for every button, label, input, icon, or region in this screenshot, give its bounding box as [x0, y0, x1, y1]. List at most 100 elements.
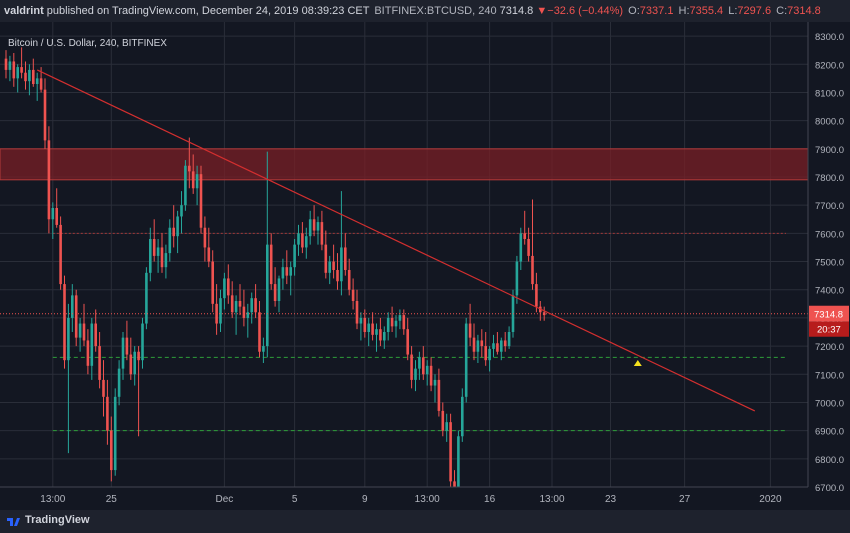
y-tick-label: 7500.0 [815, 258, 844, 269]
candle-body [289, 267, 292, 276]
y-tick-label: 8300.0 [815, 32, 844, 43]
candle-body [297, 233, 300, 245]
close-value: 7314.8 [787, 5, 821, 17]
candle-body [273, 284, 277, 301]
candle-body [20, 67, 23, 73]
candle-body [230, 295, 234, 313]
candle-body [180, 205, 183, 217]
candle-body [94, 323, 97, 347]
candle-body [176, 216, 179, 237]
candle-body [398, 315, 402, 321]
candle-body [55, 208, 58, 225]
candle-body [480, 340, 484, 347]
high-value: 7355.4 [689, 5, 724, 17]
candle-body [433, 379, 437, 386]
candle-body [461, 396, 464, 437]
candle-body [121, 337, 125, 369]
marker-triangle [633, 360, 642, 366]
candle-body [281, 267, 285, 279]
last-value: 7314.8 [499, 5, 534, 17]
x-tick-label: 25 [106, 494, 118, 505]
plot-area: Bitcoin / U.S. Dollar, 240, BITFINEX [0, 38, 808, 487]
candle-body [445, 422, 448, 431]
candle-body [172, 227, 175, 237]
candle-body [246, 312, 250, 318]
candle-body [149, 239, 152, 273]
candle-body [258, 312, 261, 352]
candle-body [379, 329, 382, 341]
candle-body [67, 317, 70, 361]
chart-header: valdrint published on TradingView.com, D… [0, 0, 850, 22]
candle-body [223, 278, 226, 299]
y-tick-label: 6800.0 [815, 455, 844, 466]
y-tick-label: 8000.0 [815, 117, 844, 128]
candle-body [402, 315, 406, 330]
resistance-zone [0, 148, 808, 181]
candle-body [262, 346, 265, 352]
candle-body [277, 278, 281, 301]
candle-body [500, 340, 503, 352]
open-value: 7337.1 [639, 5, 674, 17]
candle-body [347, 270, 351, 290]
candle-body [496, 343, 499, 352]
candle-body [425, 365, 429, 375]
price-chart[interactable]: Bitcoin / U.S. Dollar, 240, BITFINEX 6700… [0, 22, 850, 510]
candle-body [199, 174, 203, 228]
candle-body [133, 351, 136, 375]
candle-body [324, 244, 328, 273]
candle-body [363, 317, 367, 332]
candle-body [59, 224, 62, 285]
author-name[interactable]: valdrint [4, 5, 44, 17]
candle-body [390, 317, 394, 327]
candle-body [16, 67, 19, 79]
candle-body [266, 244, 269, 347]
candle-body [195, 174, 199, 189]
tradingview-logo-icon[interactable] [6, 515, 22, 527]
countdown-tag [809, 321, 849, 337]
candle-body [12, 61, 16, 79]
candle-body [386, 317, 390, 332]
y-tick-label: 7700.0 [815, 201, 844, 212]
candle-body [305, 236, 308, 248]
candle-body [527, 239, 530, 256]
candle-body [441, 410, 445, 431]
candle-body [82, 323, 86, 341]
candle-body [242, 306, 246, 318]
candle-body [32, 69, 35, 84]
tradingview-brand[interactable]: TradingView [25, 514, 90, 526]
candle-body [531, 255, 534, 285]
y-tick-label: 7200.0 [815, 342, 844, 353]
candle-body [145, 272, 148, 324]
candle-body [137, 351, 140, 361]
candle-body [188, 165, 191, 172]
y-tick-label: 7100.0 [815, 370, 844, 381]
low-label: L: [728, 5, 738, 17]
candle-body [328, 261, 331, 273]
low-value: 7297.6 [737, 5, 772, 17]
candle-body [308, 219, 312, 237]
candle-body [468, 323, 472, 338]
candle-body [515, 261, 519, 296]
x-tick-label: 13:00 [539, 494, 564, 505]
candle-body [316, 222, 320, 231]
candle-body [98, 346, 101, 380]
y-tick-label: 7400.0 [815, 286, 844, 297]
candle-body [4, 58, 8, 70]
candle-body [367, 323, 370, 332]
candle-body [449, 422, 452, 482]
candle-body [371, 323, 374, 335]
x-tick-label: 9 [362, 494, 368, 505]
x-tick-label: 27 [679, 494, 691, 505]
y-tick-label: 7600.0 [815, 229, 844, 240]
candle-body [28, 69, 31, 82]
candle-body [184, 165, 187, 206]
candle-body [484, 346, 487, 361]
symbol-line: BITFINEX:BTCUSD, 240 [374, 5, 497, 17]
candle-body [410, 354, 413, 380]
candle-body [320, 222, 324, 245]
candle-body [86, 340, 90, 366]
candle-body [293, 244, 296, 268]
candle-body [422, 357, 425, 375]
candle-body [117, 368, 121, 397]
down-arrow-icon: ▼ [536, 5, 548, 17]
